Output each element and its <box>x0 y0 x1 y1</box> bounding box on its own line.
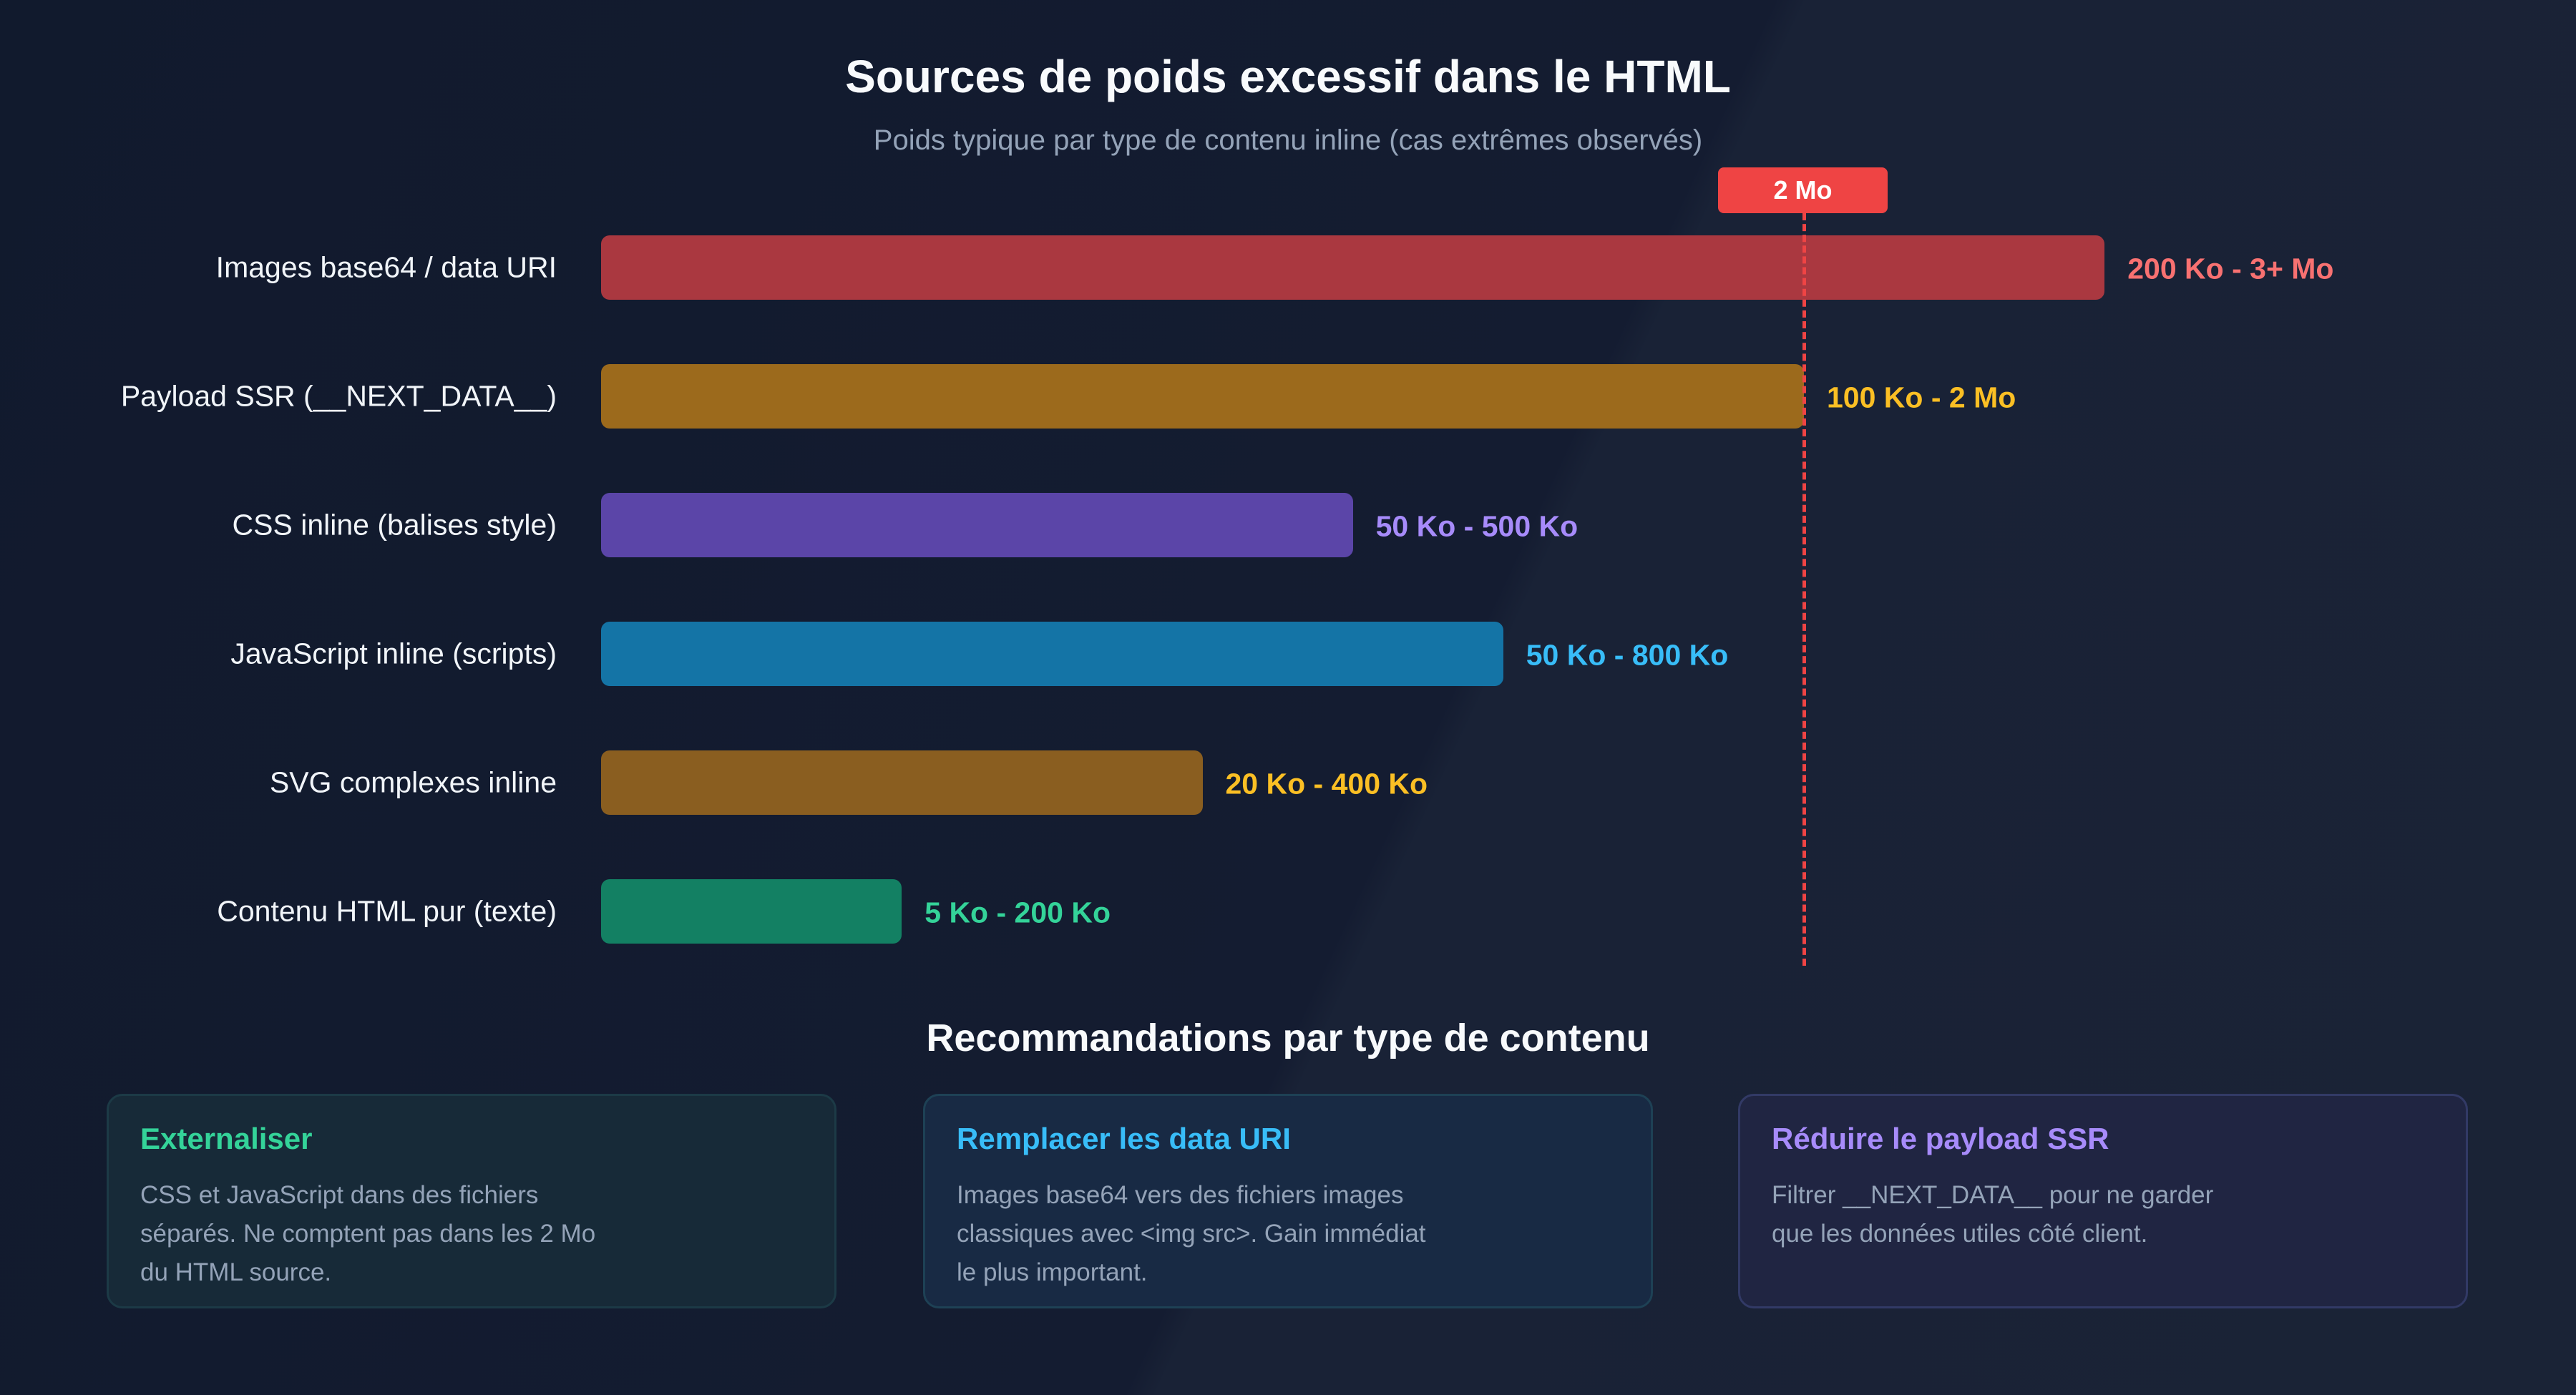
bar-chart: 2 Mo Images base64 / data URI 200 Ko - 3+… <box>120 167 2334 966</box>
card-title: Réduire le payload SSR <box>1772 1122 2109 1155</box>
bar <box>601 493 1353 557</box>
category-label: CSS inline (balises style) <box>232 508 557 542</box>
limit-badge: 2 Mo <box>1718 167 1888 213</box>
bar <box>601 235 2105 300</box>
range-label: 100 Ko - 2 Mo <box>1827 381 2016 414</box>
card-text: Filtrer __NEXT_DATA__ pour ne garder que… <box>1772 1181 2214 1248</box>
chart-subtitle: Poids typique par type de contenu inline… <box>873 124 1703 156</box>
category-label: Images base64 / data URI <box>215 250 557 284</box>
category-label: JavaScript inline (scripts) <box>230 637 557 670</box>
card-externaliser: Externaliser CSS et JavaScript dans des … <box>107 1094 836 1308</box>
bar <box>601 622 1503 686</box>
card-data-uri: Remplacer les data URI Images base64 ver… <box>923 1094 1653 1308</box>
range-label: 200 Ko - 3+ Mo <box>2127 252 2334 285</box>
bar <box>601 750 1203 815</box>
card-payload-ssr: Réduire le payload SSR Filtrer __NEXT_DA… <box>1738 1094 2468 1308</box>
range-label: 50 Ko - 500 Ko <box>1375 509 1579 543</box>
chart-title: Sources de poids excessif dans le HTML <box>845 51 1731 102</box>
range-label: 5 Ko - 200 Ko <box>924 896 1111 929</box>
card-title: Externaliser <box>140 1122 313 1155</box>
category-label: Payload SSR (__NEXT_DATA__) <box>120 379 557 413</box>
card-text: CSS et JavaScript dans des fichiers sépa… <box>140 1181 596 1286</box>
category-label: Contenu HTML pur (texte) <box>217 894 557 928</box>
card-title: Remplacer les data URI <box>957 1122 1291 1155</box>
range-label: 50 Ko - 800 Ko <box>1526 638 1729 672</box>
bar <box>601 879 902 944</box>
limit-reference-line <box>1802 213 1806 966</box>
bar <box>601 364 1804 429</box>
range-label: 20 Ko - 400 Ko <box>1225 767 1428 801</box>
card-text: Images base64 vers des fichiers images c… <box>957 1181 1426 1286</box>
recommendations-title: Recommandations par type de contenu <box>926 1017 1650 1059</box>
category-label: SVG complexes inline <box>269 765 557 799</box>
